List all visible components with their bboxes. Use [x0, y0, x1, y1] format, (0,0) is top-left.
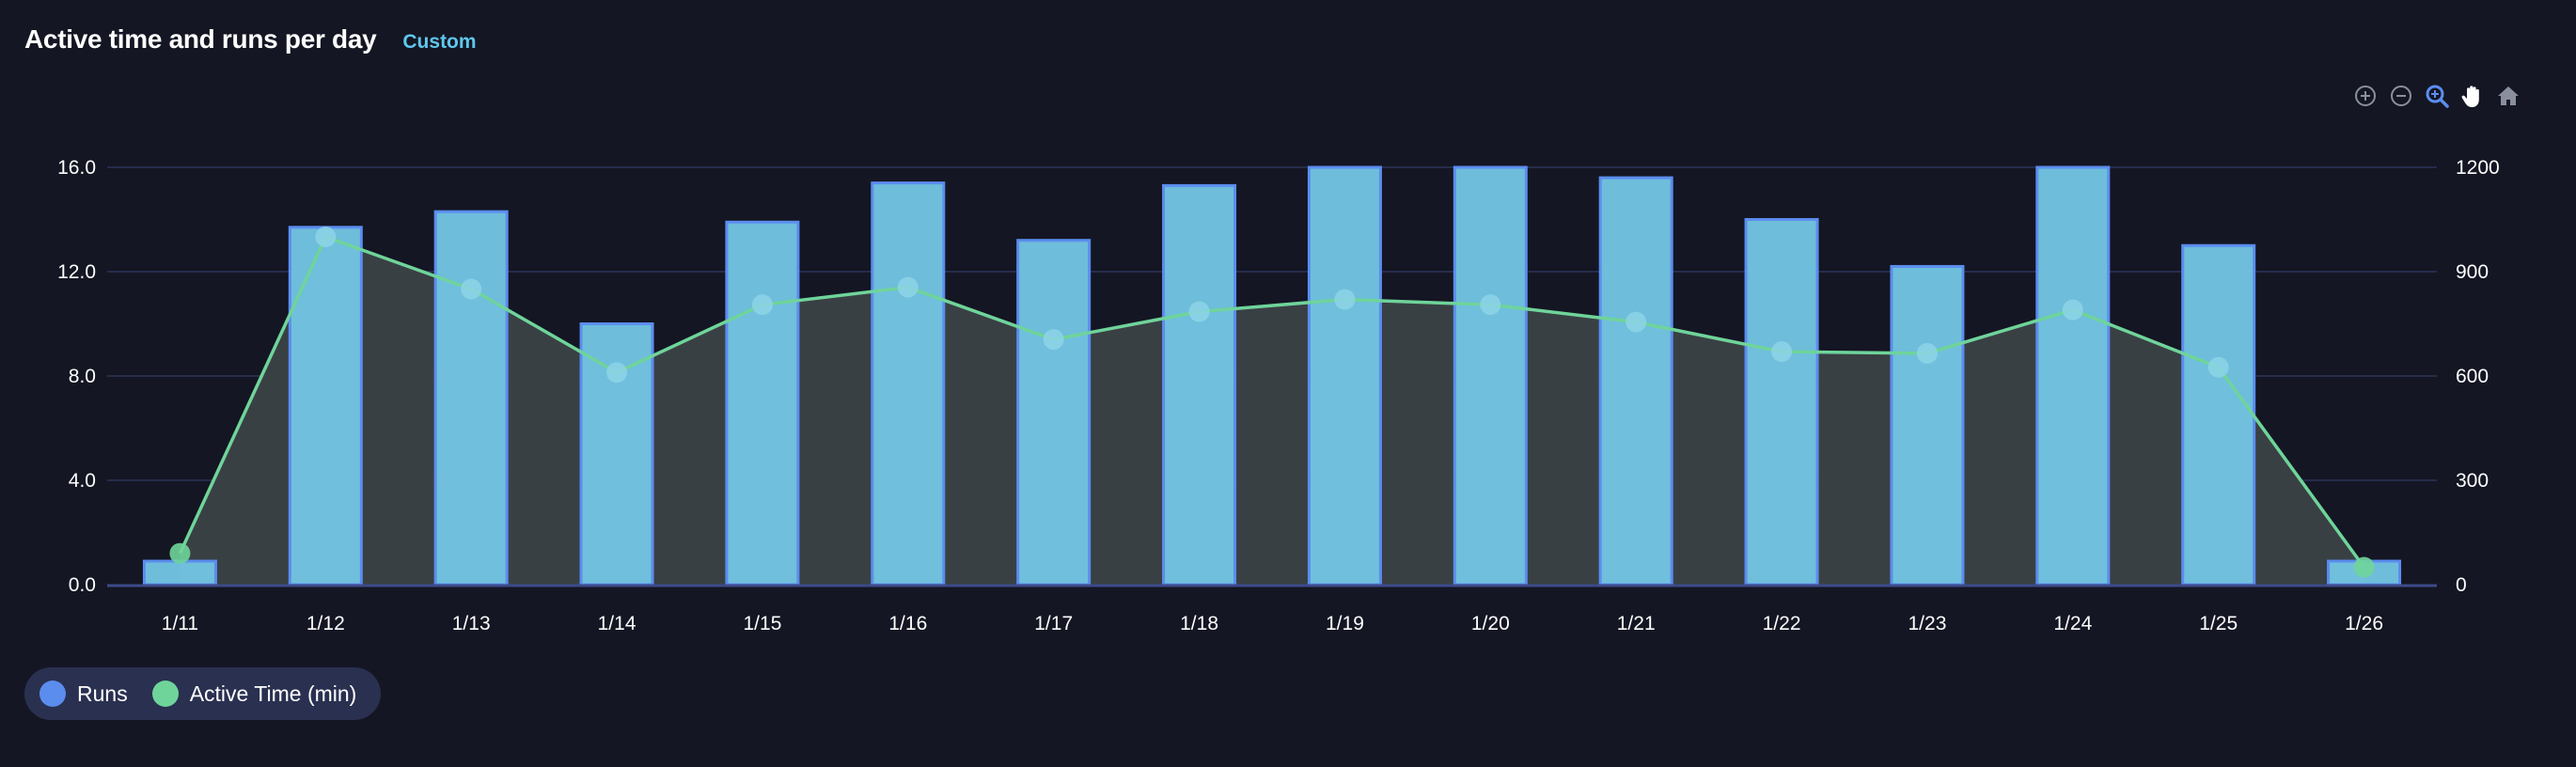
active-time-point: [897, 276, 919, 298]
x-tick-label: 1/16: [888, 613, 927, 634]
runs-bar: [1598, 176, 1673, 587]
legend-item-active-time[interactable]: Active Time (min): [151, 681, 357, 707]
active-time-point: [2353, 556, 2375, 578]
active-time-line-path: [178, 234, 2365, 569]
runs-bar: [1890, 264, 1965, 587]
x-tick-label: 1/23: [1908, 613, 1947, 634]
y-left-tick-label: 16.0: [57, 157, 96, 179]
runs-bar: [1307, 165, 1382, 587]
chart-legend: Runs Active Time (min): [24, 667, 382, 720]
zoom-out-icon[interactable]: [2386, 81, 2416, 111]
x-tick-label: 1/18: [1180, 613, 1218, 634]
x-tick-label: 1/14: [598, 613, 636, 634]
x-tick-label: 1/20: [1471, 613, 1510, 634]
y-right-tick-label: 600: [2456, 366, 2489, 387]
active-time-point: [1043, 329, 1064, 351]
active-time-line: [169, 227, 2375, 578]
x-tick-label: 1/22: [1763, 613, 1801, 634]
x-tick-label: 1/19: [1326, 613, 1364, 634]
axes: 0.0 4.0 8.0 12.0 16.0 0 300 600 900 1200 1/11 1/12 1…: [57, 157, 2500, 634]
chart-header: Active time and runs per day Custom: [24, 24, 477, 55]
runs-bar: [1744, 218, 1819, 587]
runs-bar: [1162, 183, 1237, 587]
y-right-tick-label: 1200: [2456, 157, 2500, 179]
x-tick-label: 1/12: [306, 613, 345, 634]
y-left-tick-label: 0.0: [69, 574, 96, 596]
y-left-tick-label: 8.0: [69, 366, 96, 387]
active-time-point: [1626, 311, 1647, 333]
legend-swatch-active-time: [151, 681, 179, 707]
x-tick-label: 1/11: [162, 613, 198, 634]
legend-label-runs: Runs: [77, 681, 128, 706]
x-tick-label: 1/17: [1034, 613, 1073, 634]
y-right-tick-label: 0: [2456, 574, 2467, 596]
range-badge[interactable]: Custom: [402, 31, 477, 53]
legend-swatch-runs: [39, 681, 66, 707]
runs-bars: [142, 165, 2402, 587]
legend-item-runs[interactable]: Runs: [39, 681, 128, 707]
active-time-point: [1480, 294, 1501, 316]
y-right-tick-label: 300: [2456, 470, 2489, 492]
active-time-point: [1334, 289, 1356, 310]
chart-title: Active time and runs per day: [24, 24, 377, 54]
runs-bar: [1016, 239, 1092, 587]
runs-bar: [288, 226, 363, 587]
x-tick-label: 1/15: [744, 613, 782, 634]
x-tick-label: 1/25: [2199, 613, 2238, 634]
runs-bar: [142, 559, 217, 587]
chart-plot: 0.0 4.0 8.0 12.0 16.0 0 300 600 900 1200 1/11 1/12 1…: [57, 157, 2500, 634]
active-time-point: [461, 278, 482, 300]
x-tick-label: 1/24: [2053, 613, 2092, 634]
active-time-point: [2062, 299, 2083, 321]
legend-label-active-time: Active Time (min): [189, 681, 357, 706]
home-reset-icon[interactable]: [2493, 81, 2523, 111]
y-left-tick-label: 12.0: [57, 261, 96, 283]
active-time-point: [2207, 356, 2229, 378]
runs-bar: [433, 210, 509, 587]
x-tick-label: 1/21: [1617, 613, 1656, 634]
runs-bar: [725, 220, 800, 587]
runs-bar: [1453, 165, 1528, 587]
pan-hand-icon[interactable]: [2458, 81, 2488, 111]
y-left-tick-label: 4.0: [69, 470, 96, 492]
active-time-point: [751, 294, 773, 316]
runs-bar: [2035, 165, 2111, 587]
active-time-point: [1916, 342, 1938, 364]
x-tick-label: 1/26: [2345, 613, 2383, 634]
active-time-point: [169, 542, 191, 564]
active-time-point: [1771, 341, 1793, 363]
active-time-point: [315, 227, 337, 247]
zoom-select-icon[interactable]: [2422, 81, 2452, 111]
runs-bar: [2181, 243, 2256, 587]
chart-toolbar: [2350, 81, 2523, 111]
active-time-point: [606, 362, 628, 384]
active-time-point: [1188, 301, 1210, 322]
zoom-in-icon[interactable]: [2350, 81, 2380, 111]
runs-bar: [871, 181, 946, 587]
y-right-tick-label: 900: [2456, 261, 2489, 283]
x-tick-label: 1/13: [452, 613, 491, 634]
